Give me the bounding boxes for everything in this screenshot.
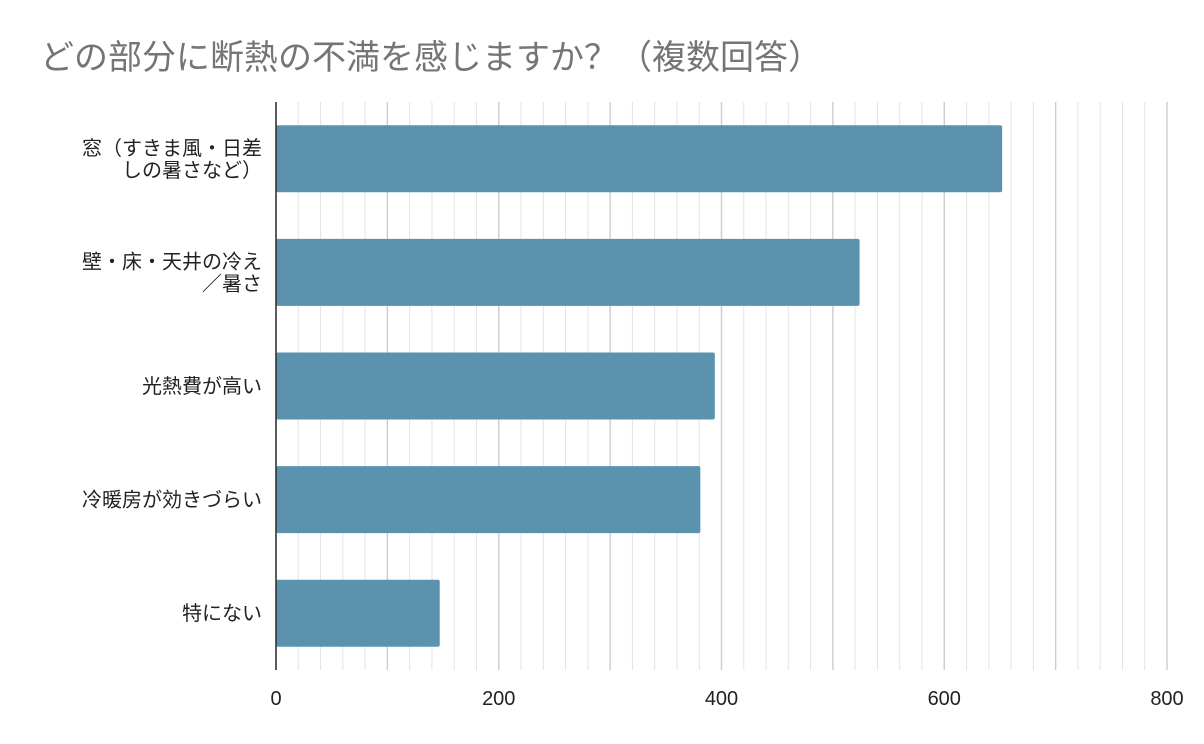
category-label: 特にない	[182, 601, 262, 625]
x-tick-label: 400	[705, 688, 738, 710]
category-label: ／暑さ	[202, 271, 262, 295]
x-tick-label: 600	[928, 688, 961, 710]
bar	[276, 579, 440, 647]
bar	[276, 352, 715, 420]
category-label: しの暑さなど）	[122, 158, 262, 182]
category-label: 光熱費が高い	[142, 374, 262, 398]
category-label: 窓（すきま風・日差	[82, 136, 262, 160]
chart-title: どの部分に断熱の不満を感じますか？（複数回答）	[40, 38, 822, 78]
tick-labels: 0 200 400 600 800	[270, 688, 1183, 710]
bar	[276, 238, 860, 306]
x-tick-label: 0	[270, 688, 281, 710]
x-tick-label: 200	[482, 688, 515, 710]
category-label: 壁・床・天井の冷え	[82, 249, 262, 273]
bars	[276, 125, 1003, 647]
bar	[276, 125, 1003, 193]
category-label: 冷暖房が効きづらい	[82, 488, 262, 512]
x-tick-label: 800	[1150, 688, 1183, 710]
bar	[276, 466, 701, 534]
